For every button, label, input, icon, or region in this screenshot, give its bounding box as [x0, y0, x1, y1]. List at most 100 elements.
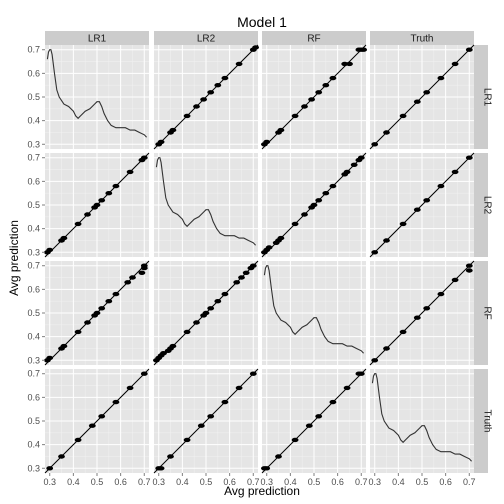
panel-rf-rf: [262, 261, 366, 365]
data-point: [183, 113, 191, 119]
data-point: [357, 155, 365, 160]
data-point: [423, 198, 431, 203]
data-point: [242, 270, 250, 275]
data-point: [140, 371, 148, 376]
density-curve: [371, 373, 472, 462]
data-point: [235, 61, 243, 67]
data-point: [233, 280, 241, 285]
data-point: [277, 127, 285, 133]
y-tick-label: 0.3: [27, 355, 40, 365]
data-point: [105, 299, 113, 304]
row-strip-label: RF: [482, 306, 493, 319]
data-point: [112, 291, 120, 297]
row-strips: LR1 LR2 RF Truth: [474, 45, 493, 473]
panel-truth-rf: [261, 368, 367, 474]
row-strip-rf: RF: [474, 261, 493, 365]
data-point: [140, 263, 148, 268]
data-point: [371, 358, 379, 363]
y-tick-label: 0.7: [27, 45, 40, 55]
data-point: [112, 183, 120, 189]
x-tick-label: 0.3: [43, 477, 56, 487]
density-curve: [155, 157, 256, 246]
data-point: [249, 263, 257, 268]
data-point: [291, 113, 299, 119]
data-point: [58, 454, 65, 459]
data-point: [105, 191, 113, 196]
data-point: [46, 466, 54, 471]
data-point: [60, 235, 68, 241]
y-tick-label: 0.6: [27, 284, 40, 294]
data-point: [343, 169, 351, 175]
x-tick-label: 0.7: [463, 477, 476, 487]
data-point: [291, 437, 299, 443]
x-tick-label: 0.6: [439, 477, 452, 487]
data-point: [465, 263, 473, 268]
column-strip-label: LR1: [88, 34, 107, 45]
data-point: [74, 437, 82, 443]
row-strip-truth: Truth: [474, 369, 493, 473]
data-point: [221, 399, 229, 405]
data-point: [157, 139, 165, 145]
panel-lr2-rf: [261, 152, 367, 258]
x-tick-label: 0.4: [176, 477, 189, 487]
data-point: [277, 235, 285, 241]
data-point: [383, 238, 390, 243]
panel-lr2-lr1: [44, 152, 150, 258]
x-tick-label: 0.6: [223, 477, 236, 487]
data-point: [413, 207, 421, 212]
data-point: [437, 183, 445, 189]
data-point: [183, 329, 191, 335]
y-tick-label: 0.4: [27, 224, 40, 234]
panel-truth-truth: [370, 369, 474, 473]
data-point: [140, 155, 148, 160]
y-tick-label: 0.4: [27, 332, 40, 342]
data-point: [207, 306, 215, 311]
x-tick-label: 0.5: [200, 477, 213, 487]
data-point: [238, 275, 245, 280]
data-point: [263, 466, 271, 471]
panel-rf-truth: [369, 260, 475, 366]
data-point: [329, 399, 337, 405]
x-tick-label: 0.7: [355, 477, 368, 487]
data-point: [322, 83, 330, 88]
row-strip-lr1: LR1: [474, 45, 493, 149]
panel-lr2-lr2: [154, 153, 258, 257]
data-point: [160, 351, 167, 356]
data-point: [169, 127, 177, 133]
data-point: [93, 202, 101, 208]
density-curve: [46, 49, 147, 138]
data-point: [84, 212, 91, 217]
data-point: [214, 83, 222, 88]
panels: [44, 44, 475, 474]
data-point: [371, 250, 379, 255]
data-point: [291, 221, 299, 227]
panel-lr1-lr1: [45, 45, 149, 149]
data-point: [98, 198, 106, 203]
panel-lr2-truth: [369, 152, 475, 258]
panel-lr1-truth: [369, 44, 475, 150]
row-strip-lr2: LR2: [474, 153, 493, 257]
data-point: [157, 466, 165, 471]
data-point: [399, 221, 407, 227]
y-tick-label: 0.6: [27, 392, 40, 402]
data-point: [329, 75, 337, 81]
data-point: [214, 299, 222, 304]
data-point: [129, 275, 136, 280]
data-point: [371, 142, 379, 147]
data-point: [193, 320, 200, 325]
y-tick-label: 0.4: [27, 440, 40, 450]
data-point: [207, 90, 215, 95]
data-point: [465, 155, 473, 160]
data-point: [329, 183, 337, 189]
x-axis-title: Avg prediction: [224, 484, 300, 498]
data-point: [310, 202, 318, 208]
y-tick-label: 0.5: [27, 308, 40, 318]
x-tick-label: 0.7: [247, 477, 260, 487]
row-strip-label: LR2: [482, 196, 493, 215]
data-point: [399, 329, 407, 335]
x-tick-label: 0.4: [67, 477, 80, 487]
data-point: [126, 169, 134, 175]
x-tick-label: 0.6: [114, 477, 127, 487]
data-point: [346, 61, 353, 67]
data-point: [451, 169, 459, 175]
